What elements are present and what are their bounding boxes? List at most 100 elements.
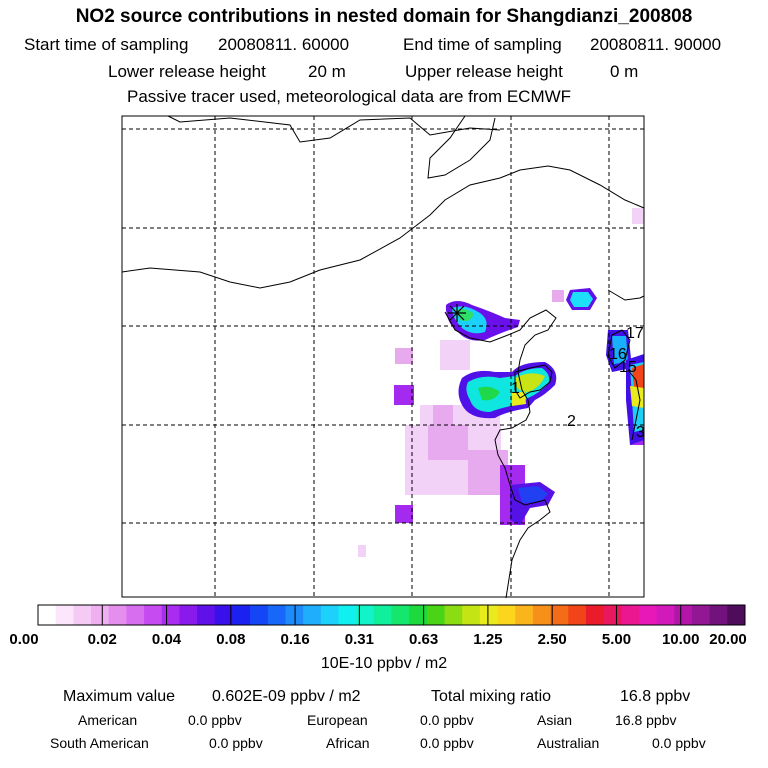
continent-asian-value: 16.8 ppbv <box>615 712 677 728</box>
continent-asian-label: Asian <box>537 712 573 728</box>
colorbar-frame <box>37 604 746 626</box>
total-mixing-label: Total mixing ratio <box>431 688 552 705</box>
east-plume-mid <box>612 336 628 364</box>
map-label-2: 2 <box>567 413 576 430</box>
continent-european-value: 0.0 ppbv <box>420 712 474 728</box>
upper-release-value: 0 m <box>610 62 639 81</box>
tracer-note: Passive tracer used, meteorological data… <box>127 87 572 106</box>
colorbar-swatch <box>179 605 198 625</box>
colorbar-swatch <box>38 605 57 625</box>
start-time-label: Start time of sampling <box>24 35 189 54</box>
map-label-1: 1 <box>511 380 520 397</box>
source-contribution-map: 1 2 15 16 17 3 <box>37 115 746 626</box>
map-labels: 1 2 15 16 17 3 <box>511 325 645 441</box>
colorbar-swatch <box>550 605 569 625</box>
east-coast-c <box>627 369 641 441</box>
colorbar-swatch <box>303 605 322 625</box>
colorbar-tick-label: 20.00 <box>709 631 747 648</box>
plume-layer <box>358 208 644 557</box>
colorbar-swatch <box>320 605 339 625</box>
continent-american-label: American <box>78 712 138 728</box>
colorbar-swatch <box>285 605 304 625</box>
colorbar-swatch <box>126 605 145 625</box>
lower-release-label: Lower release height <box>108 62 266 81</box>
continent-australian-value: 0.0 ppbv <box>652 735 706 751</box>
chart-title: NO2 source contributions in nested domai… <box>75 6 693 27</box>
max-value-label: Maximum value <box>63 688 176 705</box>
colorbar-swatch <box>462 605 481 625</box>
max-value: 0.602E-09 ppbv / m2 <box>212 688 361 705</box>
colorbar-swatch <box>674 605 693 625</box>
map-label-16: 16 <box>609 346 627 363</box>
colorbar-tick-label: 5.00 <box>601 631 632 648</box>
east-edge-yellow <box>630 386 644 408</box>
end-time-label: End time of sampling <box>403 35 562 54</box>
colorbar-swatch <box>568 605 587 625</box>
map-label-15: 15 <box>619 359 637 376</box>
central-plume-yellow <box>512 392 526 406</box>
colorbar-tick-label: 1.25 <box>473 631 503 648</box>
colorbar-swatch <box>638 605 658 625</box>
colorbar-swatch <box>108 605 127 625</box>
colorbar-swatch <box>709 605 728 625</box>
colorbar-swatch <box>391 605 410 625</box>
colorbar-swatch <box>497 605 516 625</box>
map-label-17: 17 <box>626 325 644 342</box>
colorbar-tick-label: 0.02 <box>87 631 117 648</box>
colorbar-tick-label: 0.08 <box>216 631 246 648</box>
continent-south-american-value: 0.0 ppbv <box>209 735 263 751</box>
east-coast-b <box>607 289 645 301</box>
continent-south-american-label: South American <box>50 735 149 751</box>
east-coast-a <box>607 329 631 369</box>
colorbar-swatch <box>727 605 746 625</box>
station-star-icon <box>448 304 466 322</box>
colorbar-swatch <box>409 605 428 625</box>
continent-african-value: 0.0 ppbv <box>420 735 474 751</box>
continent-australian-label: Australian <box>537 735 600 751</box>
start-time-value: 20080811. 60000 <box>218 35 350 54</box>
colorbar-swatch <box>91 605 110 625</box>
colorbar-swatch <box>426 605 446 625</box>
map-label-3: 3 <box>636 424 645 441</box>
colorbar-swatch <box>232 605 251 625</box>
colorbar-tick-label: 10.00 <box>661 631 700 648</box>
colorbar-swatch <box>444 605 463 625</box>
ne-cell-core <box>570 292 593 307</box>
colorbar-swatch <box>479 605 499 625</box>
coastline-bay-north <box>427 115 496 179</box>
colorbar-swatch <box>161 605 180 625</box>
colorbar-swatch <box>267 605 286 625</box>
peninsula <box>514 364 553 399</box>
east-edge-peak <box>632 364 644 390</box>
coastline-north <box>167 115 501 143</box>
colorbar-tick-label: 2.50 <box>537 631 567 648</box>
colorbar-swatch <box>585 605 605 625</box>
coastline-layer <box>121 115 645 599</box>
colorbar-swatch <box>691 605 711 625</box>
north-plume-core <box>456 309 474 322</box>
south-plume-mid <box>518 486 548 503</box>
lat-lon-grid <box>122 116 644 597</box>
border-line <box>121 165 645 289</box>
colorbar-swatch <box>197 605 216 625</box>
total-mixing-value: 16.8 ppbv <box>620 688 691 705</box>
colorbar-swatch <box>656 605 675 625</box>
continent-european-label: European <box>307 712 368 728</box>
colorbar-swatch <box>55 605 74 625</box>
colorbar-tick-label: 0.16 <box>280 631 310 648</box>
lower-release-value: 20 m <box>308 62 346 81</box>
end-time-value: 20080811. 90000 <box>590 35 722 54</box>
colorbar-swatch <box>338 605 357 625</box>
continent-african-label: African <box>326 735 370 751</box>
colorbar-swatch <box>356 605 375 625</box>
colorbar <box>37 604 746 626</box>
colorbar-swatch <box>515 605 534 625</box>
colorbar-tick-label: 0.63 <box>409 631 439 648</box>
colorbar-tick-label: 0.04 <box>151 631 182 648</box>
central-plume-core <box>478 386 500 401</box>
map-frame <box>121 115 645 598</box>
colorbar-tick-label: 0.00 <box>9 631 39 648</box>
colorbar-swatch <box>373 605 392 625</box>
colorbar-swatch <box>144 605 163 625</box>
continent-american-value: 0.0 ppbv <box>188 712 242 728</box>
